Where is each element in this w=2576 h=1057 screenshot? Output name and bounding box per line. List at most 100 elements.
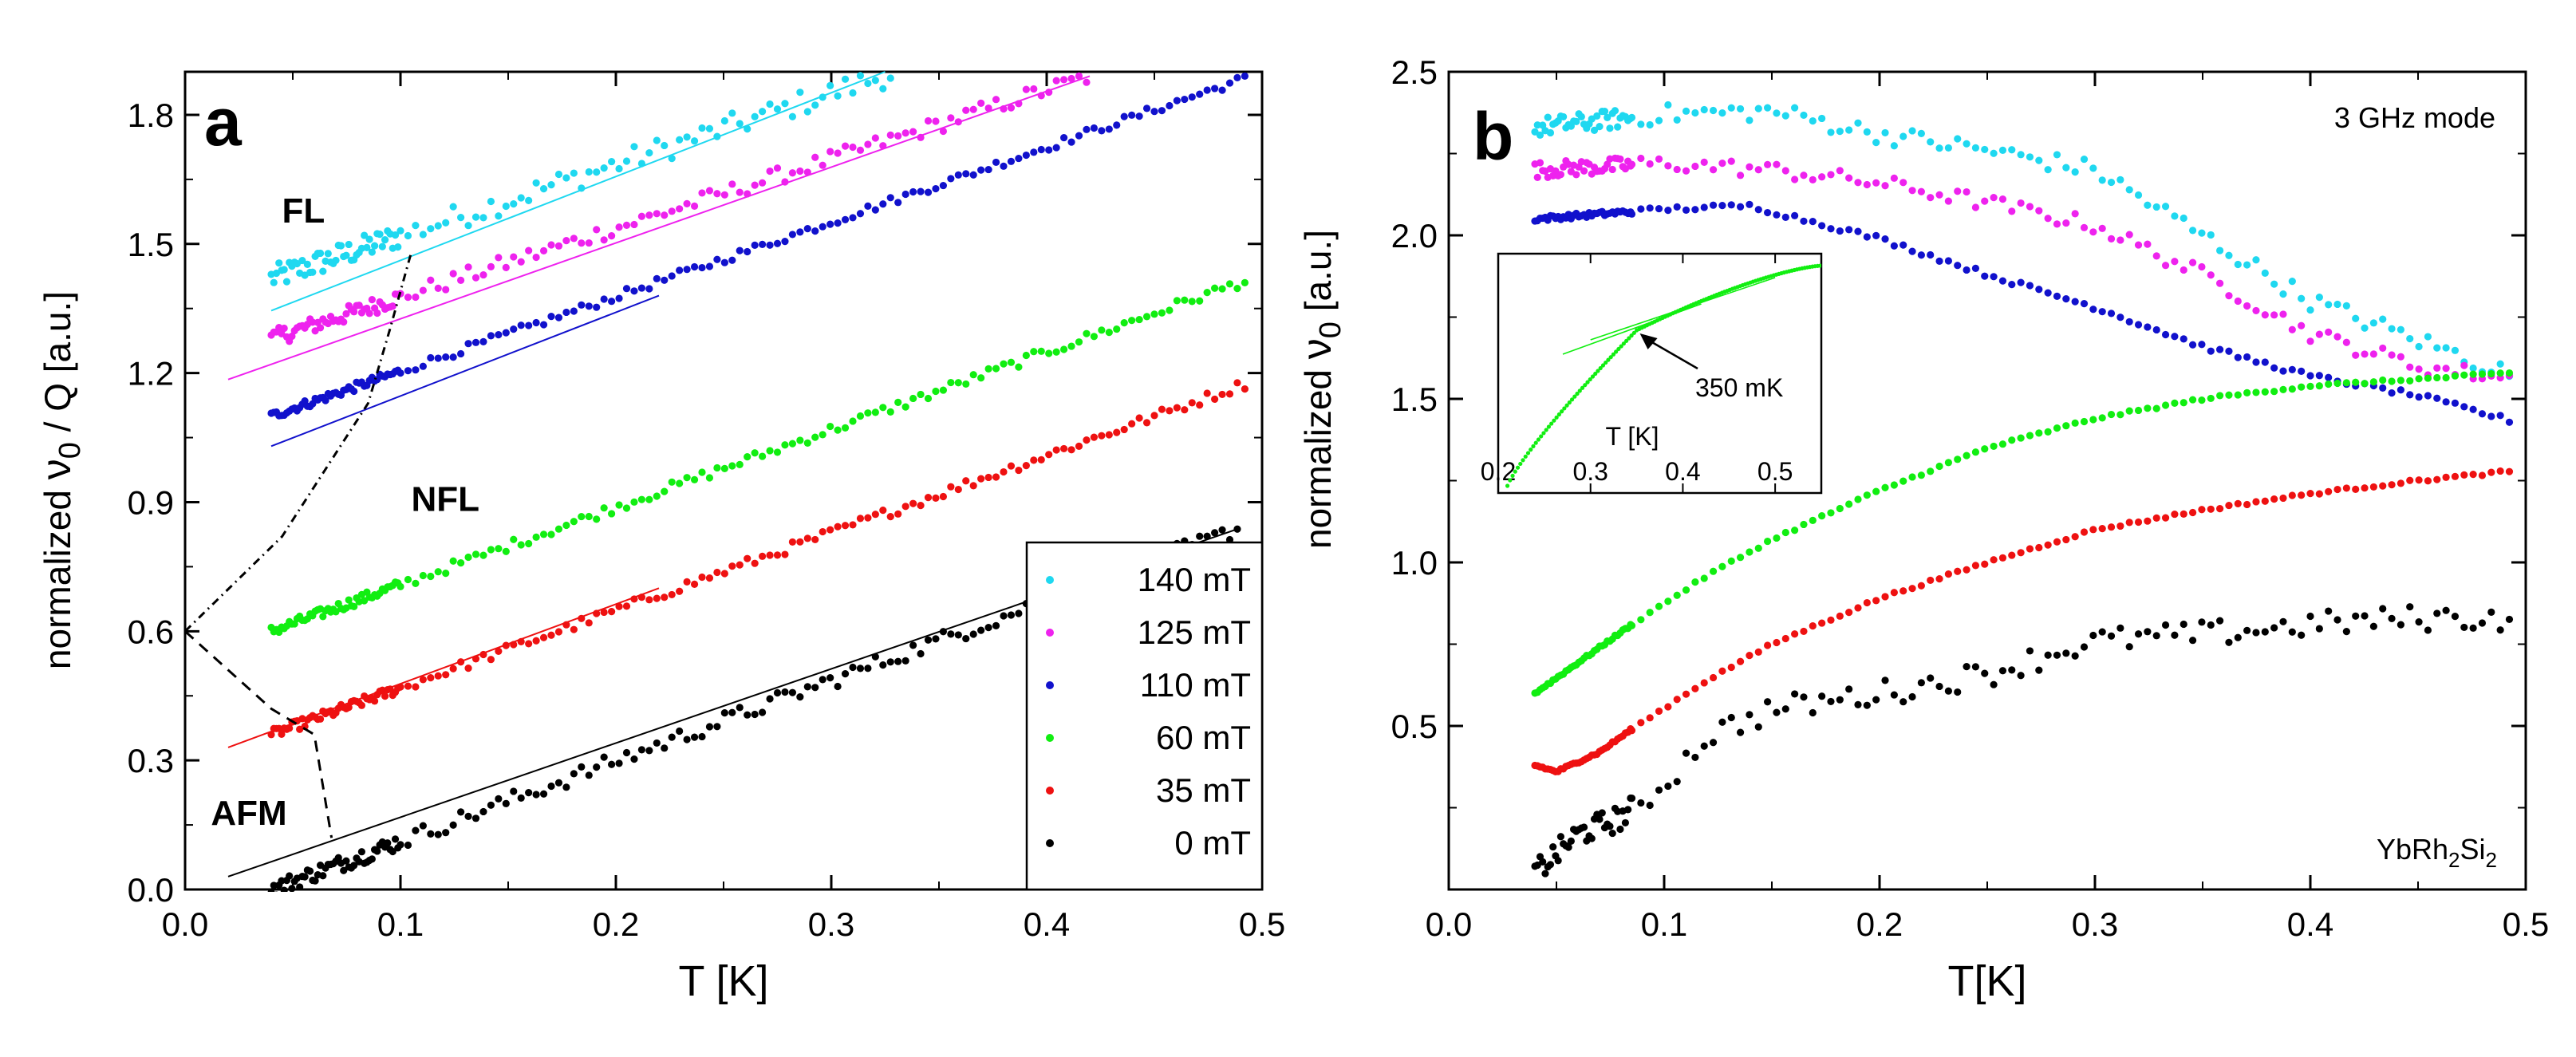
inset-fit-line — [1590, 277, 1776, 341]
data-point — [2062, 164, 2070, 172]
data-point — [600, 753, 608, 761]
data-point — [2325, 301, 2333, 309]
data-point — [2107, 523, 2116, 531]
data-point — [1927, 576, 1935, 585]
data-point — [361, 231, 369, 239]
legend-label: 60 mT — [1156, 719, 1251, 756]
data-point — [1836, 696, 1844, 704]
data-point — [578, 763, 586, 771]
data-point — [736, 704, 744, 712]
data-point — [901, 657, 909, 665]
data-point — [1616, 825, 1624, 834]
data-point — [396, 369, 404, 377]
data-point — [1544, 113, 1552, 121]
data-point — [615, 164, 623, 173]
data-point — [427, 572, 435, 581]
data-point — [1890, 481, 1898, 489]
data-point — [1664, 703, 1672, 711]
data-point — [585, 619, 593, 627]
data-point — [841, 215, 850, 223]
data-point — [1655, 707, 1663, 716]
data-point — [992, 158, 1000, 167]
data-point — [1998, 195, 2007, 203]
data-point — [600, 164, 608, 172]
data-point — [2098, 224, 2106, 232]
data-point — [690, 137, 699, 145]
data-point — [1037, 347, 1045, 355]
data-point — [1827, 171, 1835, 179]
data-point — [947, 630, 955, 638]
inset-data-point — [1549, 421, 1554, 426]
data-point — [396, 841, 404, 849]
data-point — [1800, 172, 1808, 179]
panel-a-legend: 140 mT 125 mT 110 mT 60 mT 35 mT 0 mT — [1025, 541, 1264, 891]
data-point — [434, 222, 442, 230]
data-point — [1773, 534, 1781, 542]
x-tick-label: 0.3 — [2072, 905, 2118, 943]
series-b-35-mT — [1531, 467, 2514, 775]
data-point — [1899, 179, 1907, 187]
data-point — [1664, 598, 1672, 605]
data-point — [698, 263, 706, 272]
data-point — [2505, 467, 2514, 475]
data-point — [1233, 285, 1241, 293]
data-point — [826, 422, 834, 431]
data-point — [886, 658, 894, 666]
legend-marker — [1046, 681, 1054, 689]
data-point — [2035, 207, 2043, 215]
data-point — [1872, 487, 1880, 495]
data-point — [796, 167, 804, 176]
data-point — [909, 128, 917, 136]
data-point — [2333, 379, 2341, 388]
data-point — [554, 170, 563, 179]
data-point — [442, 353, 450, 361]
data-point — [1673, 696, 1681, 704]
data-point — [2062, 535, 2070, 544]
data-point — [2216, 617, 2224, 625]
data-point — [554, 242, 563, 250]
fit-line — [270, 294, 660, 448]
data-point — [1646, 160, 1654, 168]
data-point — [1845, 685, 1853, 693]
data-point — [1225, 79, 1234, 87]
data-point — [350, 308, 358, 316]
data-point — [2261, 311, 2269, 319]
data-point — [2207, 271, 2215, 279]
data-point — [1935, 191, 1943, 199]
data-point — [1113, 325, 1121, 333]
data-point — [1781, 112, 1789, 120]
data-point — [2026, 153, 2034, 161]
data-point — [2116, 176, 2124, 183]
data-point — [1863, 598, 1871, 607]
data-point — [608, 760, 616, 768]
data-point — [1015, 609, 1023, 617]
data-point — [2171, 258, 2179, 266]
data-point — [1872, 179, 1880, 187]
data-point — [2352, 485, 2360, 494]
data-point — [1718, 160, 1726, 168]
data-point — [2352, 612, 2360, 620]
data-point — [1935, 462, 1943, 471]
data-point — [969, 105, 977, 113]
data-point — [2053, 424, 2061, 432]
data-point — [1845, 174, 1853, 182]
data-point — [2234, 391, 2242, 399]
data-point — [547, 782, 555, 791]
data-point — [849, 89, 857, 97]
data-point — [924, 394, 933, 403]
data-point — [1754, 544, 1762, 552]
data-point — [2216, 505, 2224, 513]
data-point — [495, 647, 503, 655]
data-point — [502, 263, 510, 271]
data-point — [1655, 602, 1663, 610]
data-point — [1045, 451, 1053, 459]
data-point — [2080, 417, 2089, 426]
data-point — [345, 704, 353, 712]
data-point — [373, 847, 381, 855]
data-point — [1827, 128, 1835, 136]
data-point — [2107, 235, 2116, 243]
data-point — [2008, 281, 2016, 289]
data-point — [2098, 308, 2106, 316]
data-point — [449, 821, 457, 829]
data-point — [1854, 179, 1862, 187]
